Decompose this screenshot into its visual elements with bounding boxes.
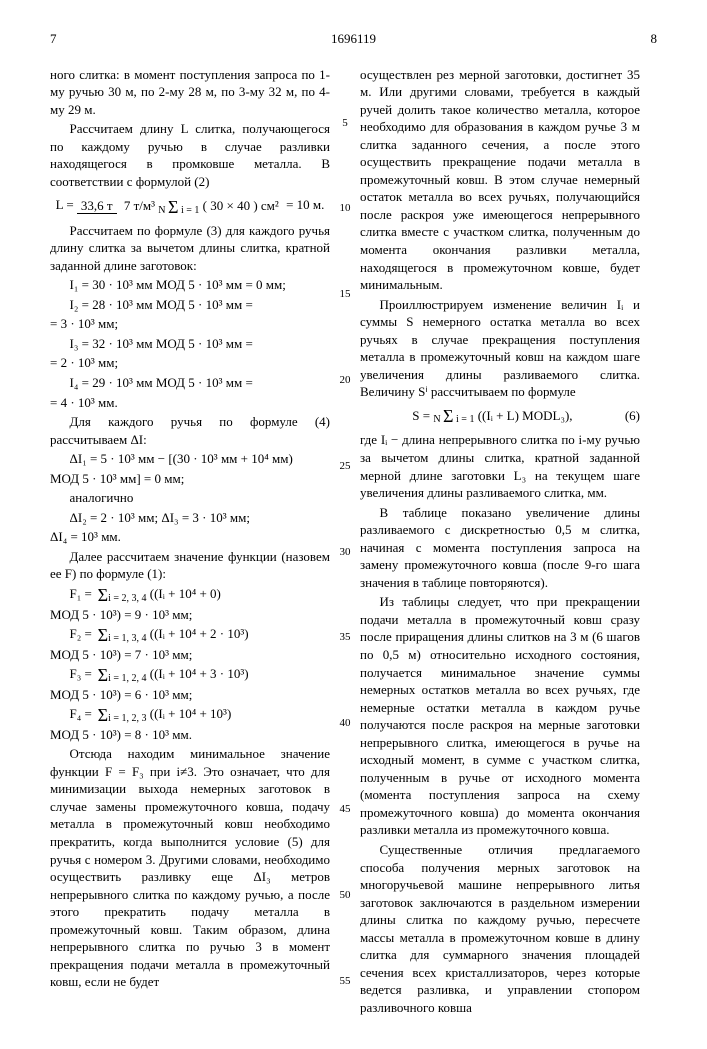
patent-number: 1696119 xyxy=(331,30,376,48)
para: Из таблицы следует, что при прекращении … xyxy=(360,593,640,839)
line-numbers: 5 10 15 20 25 30 35 40 45 50 55 xyxy=(338,66,352,1019)
right-column: осуществлен рез мерной заготовки, достиг… xyxy=(360,66,640,1019)
calc: МОД 5 · 10³) = 8 · 10³ мм. xyxy=(50,726,330,744)
para: Далее рассчитаем значение функции (назов… xyxy=(50,548,330,583)
calc: МОД 5 · 10³ мм] = 0 мм; xyxy=(50,470,330,488)
calc: I₄ = 29 · 10³ мм МОД 5 · 10³ мм = xyxy=(50,374,330,392)
formula-L: L = 33,6 т 7 т/м³ N Σ i = 1 ( 30 × 40 ) … xyxy=(50,196,330,215)
calc: I₃ = 32 · 10³ мм МОД 5 · 10³ мм = xyxy=(50,335,330,353)
calc: ΔI₁ = 5 · 10³ мм − [(30 · 10³ мм + 10⁴ м… xyxy=(50,450,330,468)
columns: ного слитка: в момент поступления запрос… xyxy=(50,66,657,1019)
formula-6: S = N Σ i = 1 ((Iᵢ + L) MODL₃), (6) xyxy=(360,407,640,426)
para: Существенные отличия предлагаемого спосо… xyxy=(360,841,640,1016)
para: Проиллюстрируем изменение величин Iᵢ и с… xyxy=(360,296,640,401)
calc: = 3 · 10³ мм; xyxy=(50,315,330,333)
calc: аналогично xyxy=(50,489,330,507)
page-num-left: 7 xyxy=(50,30,57,48)
formula-F4: F₄ = Σi = 1, 2, 3 ((Iᵢ + 10⁴ + 10³) xyxy=(70,705,331,724)
formula-F2: F₂ = Σi = 1, 3, 4 ((Iᵢ + 10⁴ + 2 · 10³) xyxy=(70,625,331,644)
para: где Iᵢ − длина непрерывного слитка по i-… xyxy=(360,431,640,501)
calc: МОД 5 · 10³) = 7 · 10³ мм; xyxy=(50,646,330,664)
eq-number: (6) xyxy=(625,407,640,425)
calc: I₁ = 30 · 10³ мм МОД 5 · 10³ мм = 0 мм; xyxy=(50,276,330,294)
calc: = 2 · 10³ мм; xyxy=(50,354,330,372)
para: Отсюда находим минимальное значение функ… xyxy=(50,745,330,991)
formula-F3: F₃ = Σi = 1, 2, 4 ((Iᵢ + 10⁴ + 3 · 10³) xyxy=(70,665,331,684)
para: Для каждого ручья по формуле (4) рассчит… xyxy=(50,413,330,448)
calc: ΔI₂ = 2 · 10³ мм; ΔI₃ = 3 · 10³ мм; xyxy=(50,509,330,527)
page-num-right: 8 xyxy=(651,30,658,48)
calc: I₂ = 28 · 10³ мм МОД 5 · 10³ мм = xyxy=(50,296,330,314)
formula-F1: F₁ = Σi = 2, 3, 4 ((Iᵢ + 10⁴ + 0) xyxy=(70,585,331,604)
calc: МОД 5 · 10³) = 6 · 10³ мм; xyxy=(50,686,330,704)
para: Рассчитаем длину L слитка, получающегося… xyxy=(50,120,330,190)
calc: ΔI₄ = 10³ мм. xyxy=(50,528,330,546)
left-column: ного слитка: в момент поступления запрос… xyxy=(50,66,330,1019)
para: осуществлен рез мерной заготовки, достиг… xyxy=(360,66,640,294)
page-header: 7 1696119 8 xyxy=(50,30,657,48)
calc: МОД 5 · 10³) = 9 · 10³ мм; xyxy=(50,606,330,624)
calc: = 4 · 10³ мм. xyxy=(50,394,330,412)
para: В таблице показано увеличение длины разл… xyxy=(360,504,640,592)
para: Рассчитаем по формуле (3) для каждого ру… xyxy=(50,222,330,275)
para: ного слитка: в момент поступления запрос… xyxy=(50,66,330,119)
page: 7 1696119 8 ного слитка: в момент поступ… xyxy=(0,0,707,1049)
